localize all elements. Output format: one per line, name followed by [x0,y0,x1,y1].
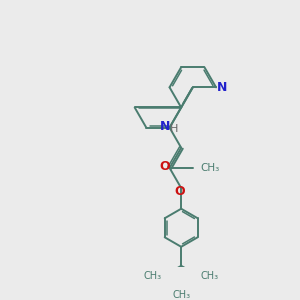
Text: N: N [160,120,170,133]
Text: CH₃: CH₃ [144,271,162,281]
Text: O: O [160,160,170,173]
Text: N: N [217,81,227,94]
Text: CH₃: CH₃ [200,271,219,281]
Text: CH₃: CH₃ [172,290,190,300]
Text: CH₃: CH₃ [200,163,220,173]
Text: O: O [175,185,185,199]
Text: H: H [170,124,178,134]
